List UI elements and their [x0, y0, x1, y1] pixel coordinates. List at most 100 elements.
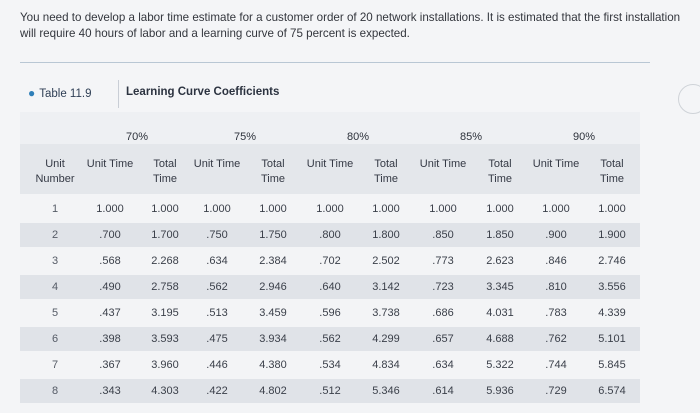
table-cell: .686 — [432, 307, 454, 319]
table-cell: .568 — [99, 255, 121, 267]
table-cell: 1.000 — [151, 203, 179, 215]
table-title: Learning Curve Coefficients — [126, 86, 280, 98]
total-time-header: Total Time — [152, 158, 178, 185]
table-cell: 3.195 — [151, 307, 179, 319]
table-cell: .657 — [432, 333, 454, 345]
table-cell: 1.900 — [598, 229, 626, 241]
table-cell: .562 — [319, 333, 341, 345]
table-cell: .534 — [319, 359, 341, 371]
table-cell: 3.960 — [151, 359, 179, 371]
unit-time-header: Unit Time — [306, 158, 354, 170]
table-cell: 2.758 — [151, 281, 179, 293]
table-cell: 2.502 — [372, 255, 400, 267]
table-cell: .702 — [319, 255, 341, 267]
row-unit-number: 1 — [51, 203, 59, 215]
table-cell: 5.322 — [486, 359, 514, 371]
row-band — [20, 379, 640, 403]
table-cell: .723 — [432, 281, 454, 293]
table-cell: 4.299 — [372, 333, 400, 345]
table-cell: 1.000 — [259, 203, 287, 215]
table-cell: 1.000 — [96, 203, 124, 215]
table-cell: 1.750 — [259, 229, 287, 241]
table-cell: 5.845 — [598, 359, 626, 371]
table-cell: 4.380 — [259, 359, 287, 371]
table-cell: 3.142 — [372, 281, 400, 293]
table-cell: .750 — [206, 229, 228, 241]
table-cell: .513 — [206, 307, 228, 319]
table-cell: 2.384 — [259, 255, 287, 267]
group-header: 70% — [125, 131, 149, 143]
table-cell: 3.459 — [259, 307, 287, 319]
table-cell: 1.000 — [598, 203, 626, 215]
table-cell: .800 — [319, 229, 341, 241]
total-time-header: Total Time — [260, 158, 286, 185]
table-cell: .343 — [99, 385, 121, 397]
row-unit-number: 2 — [51, 229, 59, 241]
table-cell: 2.623 — [486, 255, 514, 267]
table-cell: 4.688 — [486, 333, 514, 345]
table-tag: ● Table 11.9 — [28, 86, 91, 100]
table-cell: .700 — [99, 229, 121, 241]
table-cell: .783 — [545, 307, 567, 319]
table-cell: 1.700 — [151, 229, 179, 241]
unit-time-header: Unit Time — [532, 158, 580, 170]
bullet-icon: ● — [28, 86, 36, 100]
table-cell: 3.738 — [372, 307, 400, 319]
table-cell: .475 — [206, 333, 228, 345]
table-cell: 3.556 — [598, 281, 626, 293]
table-cell: 6.574 — [598, 385, 626, 397]
table-cell: 3.934 — [259, 333, 287, 345]
row-band — [20, 327, 640, 351]
table-cell: 5.936 — [486, 385, 514, 397]
table-cell: 1.000 — [429, 203, 457, 215]
table-cell: 1.800 — [372, 229, 400, 241]
table-cell: .744 — [545, 359, 567, 371]
table-cell: .846 — [545, 255, 567, 267]
table-cell: 2.946 — [259, 281, 287, 293]
table-top-band — [20, 112, 640, 144]
row-unit-number: 8 — [51, 385, 59, 397]
row-unit-number: 5 — [51, 307, 59, 319]
unit-number-header: Unit Number — [35, 158, 75, 185]
row-unit-number: 7 — [51, 359, 59, 371]
cursor-ring-icon — [678, 84, 700, 114]
table-cell: .729 — [545, 385, 567, 397]
group-header: 90% — [572, 131, 596, 143]
table-cell: 1.000 — [372, 203, 400, 215]
table-cell: .446 — [206, 359, 228, 371]
table-cell: .762 — [545, 333, 567, 345]
group-header: 80% — [346, 131, 370, 143]
table-cell: .634 — [432, 359, 454, 371]
table-cell: 4.031 — [486, 307, 514, 319]
table-cell: 5.346 — [372, 385, 400, 397]
table-cell: .490 — [99, 281, 121, 293]
table-cell: .850 — [432, 229, 454, 241]
group-header: 85% — [459, 131, 483, 143]
total-time-header: Total Time — [487, 158, 513, 185]
table-cell: .640 — [319, 281, 341, 293]
table-cell: 1.000 — [486, 203, 514, 215]
table-cell: 1.000 — [542, 203, 570, 215]
row-unit-number: 6 — [51, 333, 59, 345]
group-header: 75% — [233, 131, 257, 143]
tag-separator — [118, 80, 119, 108]
question-text: You need to develop a labor time estimat… — [20, 11, 681, 40]
table-cell: 2.268 — [151, 255, 179, 267]
table-cell: .398 — [99, 333, 121, 345]
table-tag-label: Table 11.9 — [39, 88, 92, 100]
unit-time-header: Unit Time — [419, 158, 467, 170]
table-cell: 4.339 — [598, 307, 626, 319]
table-cell: .367 — [99, 359, 121, 371]
unit-time-header: Unit Time — [193, 158, 241, 170]
table-cell: 1.850 — [486, 229, 514, 241]
table-cell: .596 — [319, 307, 341, 319]
unit-time-header: Unit Time — [86, 158, 134, 170]
table-cell: 4.834 — [372, 359, 400, 371]
table-cell: 3.345 — [486, 281, 514, 293]
table-cell: 1.000 — [316, 203, 344, 215]
table-cell: .614 — [432, 385, 454, 397]
divider — [20, 62, 650, 63]
table-header-band — [20, 144, 640, 194]
table-cell: .900 — [545, 229, 567, 241]
table-cell: 5.101 — [598, 333, 626, 345]
